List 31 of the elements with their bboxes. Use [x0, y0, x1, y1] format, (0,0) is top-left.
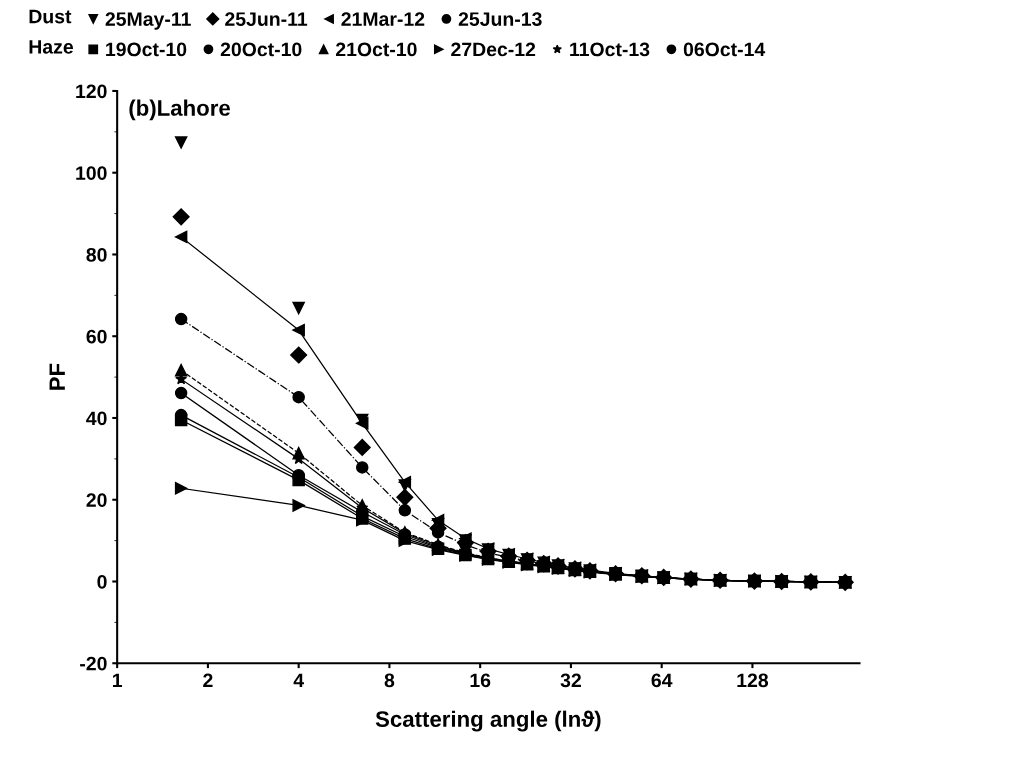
legend-label: 20Oct-10: [220, 42, 302, 57]
x-tick-label: 4: [293, 673, 304, 688]
legend-label: 11Oct-13: [570, 42, 650, 57]
legend-label: 25Jun-11: [225, 12, 308, 26]
legend-label: 25May-11: [105, 12, 191, 30]
x-tick-label: 16: [470, 673, 491, 688]
y-axis-title: PF: [49, 363, 65, 390]
legend-label: 27Dec-12: [451, 42, 536, 57]
legend-label: 21Oct-10: [335, 42, 417, 57]
y-tick-label: 20: [86, 493, 107, 507]
y-tick-label: -20: [80, 656, 107, 671]
annotation: (b)Lahore: [129, 99, 230, 121]
text: Dust: [29, 9, 72, 24]
y-tick-label: 120: [76, 84, 107, 99]
x-tick-label: 64: [651, 673, 673, 688]
legend-label: 06Oct-14: [683, 42, 766, 57]
y-tick-label: 0: [97, 574, 107, 589]
y-tick-label: 80: [86, 247, 107, 262]
y-tick-label: 100: [76, 166, 107, 180]
x-tick-label: 32: [560, 673, 581, 688]
legend-label: 25Jun-13: [458, 12, 542, 26]
x-tick-label: 2: [203, 673, 213, 688]
y-tick-label: 40: [86, 411, 107, 426]
legend-label: 19Oct-10: [106, 42, 187, 57]
legend-label: 21Mar-12: [341, 12, 425, 26]
x-axis-title: Scattering angle (lnϑ): [375, 710, 601, 732]
x-tick-label: 8: [384, 673, 395, 688]
y-tick-label: 60: [86, 329, 107, 344]
x-tick-label: 1: [112, 673, 123, 688]
text: Haze: [29, 40, 74, 54]
x-tick-label: 128: [737, 673, 769, 688]
